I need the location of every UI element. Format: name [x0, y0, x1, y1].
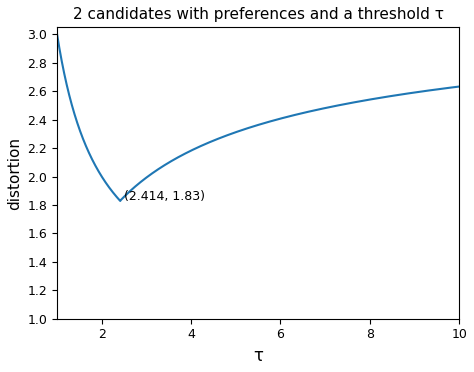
Title: 2 candidates with preferences and a threshold τ: 2 candidates with preferences and a thre… [73, 7, 444, 22]
X-axis label: τ: τ [253, 347, 263, 365]
Text: (2.414, 1.83): (2.414, 1.83) [124, 190, 205, 203]
Y-axis label: distortion: distortion [7, 137, 22, 209]
